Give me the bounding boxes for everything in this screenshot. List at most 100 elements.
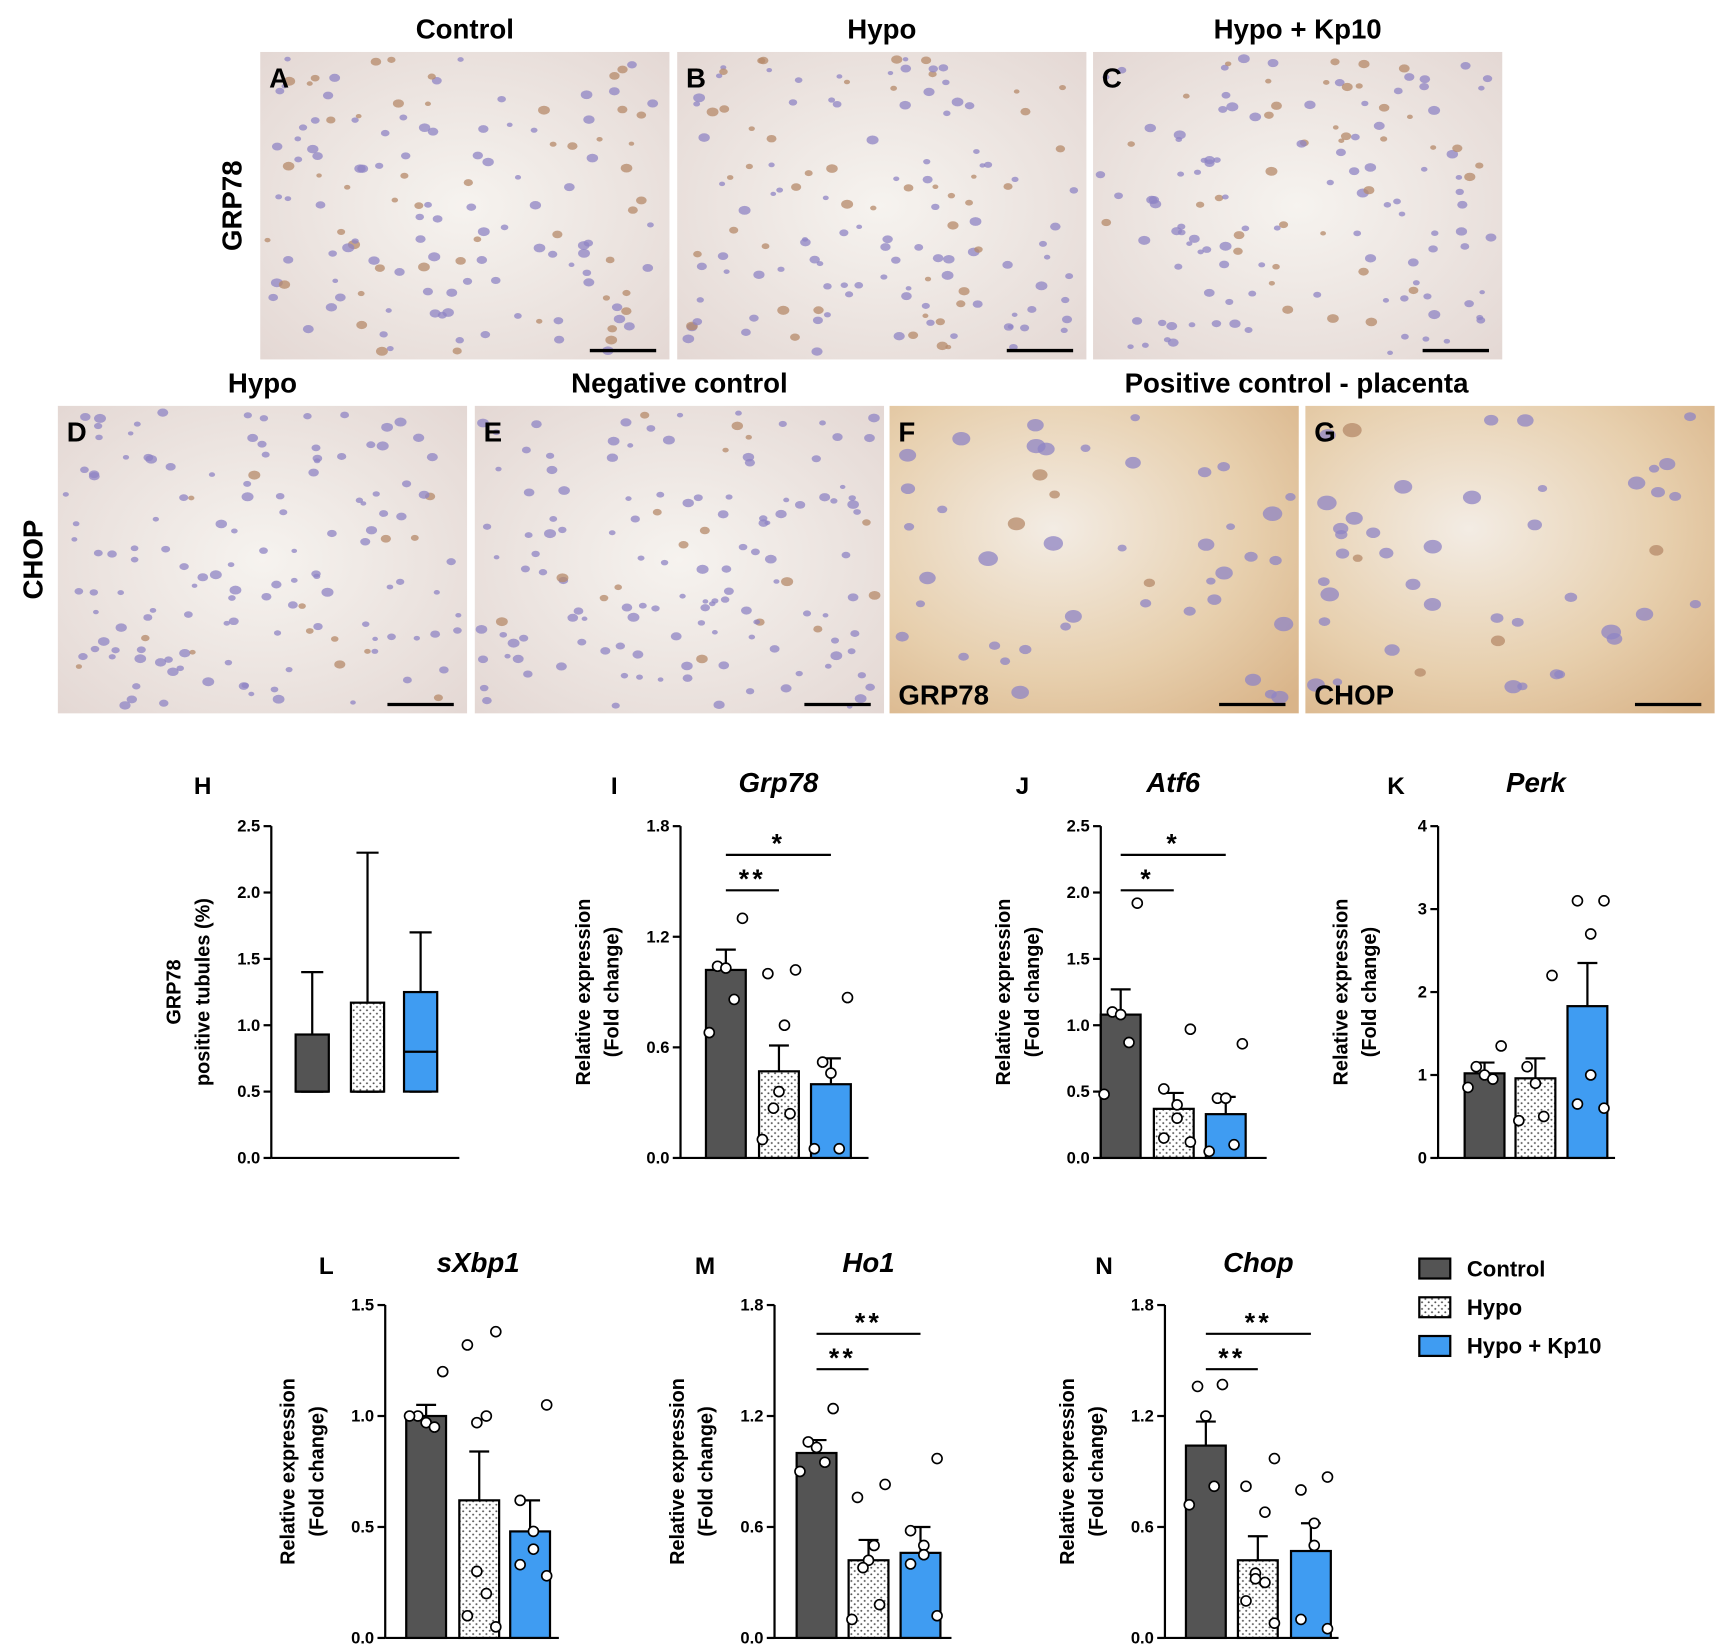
nucleus bbox=[1000, 657, 1011, 665]
nucleus bbox=[607, 325, 618, 333]
nucleus bbox=[1476, 314, 1484, 321]
panel-letter: G bbox=[1314, 416, 1336, 447]
nucleus bbox=[1460, 243, 1470, 250]
nucleus bbox=[493, 555, 500, 560]
nucleus bbox=[476, 256, 488, 264]
data-point bbox=[1240, 1595, 1252, 1607]
nucleus bbox=[462, 277, 473, 285]
nucleus bbox=[922, 175, 933, 184]
nucleus bbox=[414, 202, 424, 209]
nucleus bbox=[983, 161, 993, 168]
nucleus bbox=[640, 411, 650, 419]
nucleus bbox=[1379, 547, 1394, 559]
nucleus bbox=[165, 463, 176, 471]
nucleus bbox=[738, 205, 751, 215]
data-point bbox=[1521, 1060, 1533, 1073]
nucleus bbox=[1065, 273, 1074, 280]
nucleus bbox=[287, 601, 298, 609]
nucleus bbox=[972, 300, 983, 308]
nucleus bbox=[531, 550, 540, 558]
nucleus bbox=[1282, 305, 1294, 314]
nucleus bbox=[1182, 93, 1190, 99]
nucleus bbox=[291, 548, 298, 553]
nucleus bbox=[386, 584, 394, 590]
nucleus bbox=[1423, 597, 1442, 611]
nucleus bbox=[1443, 338, 1451, 344]
data-point bbox=[461, 1339, 474, 1351]
nucleus bbox=[531, 420, 542, 429]
bar bbox=[405, 1414, 448, 1640]
nucleus bbox=[748, 634, 756, 640]
nucleus bbox=[711, 630, 718, 635]
data-point bbox=[1184, 1023, 1197, 1036]
nucleus bbox=[1455, 175, 1463, 180]
nucleus bbox=[1268, 280, 1275, 286]
nucleus bbox=[555, 662, 567, 671]
nucleus bbox=[356, 320, 368, 330]
legend-swatch bbox=[1418, 1257, 1452, 1280]
nucleus bbox=[583, 115, 595, 124]
nucleus bbox=[921, 56, 932, 65]
nucleus bbox=[840, 282, 849, 288]
nucleus bbox=[184, 611, 193, 618]
nucleus bbox=[843, 79, 851, 85]
nucleus bbox=[1669, 491, 1682, 501]
nucleus bbox=[1393, 87, 1403, 95]
nucleus bbox=[477, 227, 490, 237]
nucleus bbox=[1319, 429, 1336, 442]
micrograph: B bbox=[677, 51, 1087, 360]
nucleus bbox=[1264, 111, 1274, 119]
nucleus bbox=[152, 516, 159, 522]
nucleus bbox=[802, 610, 812, 617]
bar bbox=[1099, 1013, 1142, 1160]
nucleus bbox=[332, 278, 339, 283]
nucleus bbox=[1003, 323, 1014, 331]
y-tick-label: 2.5 bbox=[237, 817, 260, 836]
nucleus bbox=[1422, 336, 1430, 342]
data-point bbox=[1259, 1506, 1271, 1518]
nucleus bbox=[950, 333, 958, 339]
nucleus bbox=[1430, 145, 1437, 150]
micrograph-title: Negative control bbox=[571, 368, 787, 399]
nucleus bbox=[742, 452, 755, 462]
nucleus bbox=[1285, 493, 1296, 501]
nucleus bbox=[1177, 229, 1186, 236]
y-tick-label: 0.5 bbox=[237, 1082, 260, 1101]
nucleus bbox=[778, 420, 787, 428]
nucleus bbox=[228, 595, 236, 601]
nucleus bbox=[768, 162, 775, 168]
nucleus bbox=[1428, 105, 1441, 115]
nucleus bbox=[1173, 130, 1186, 140]
data-point bbox=[1158, 1083, 1170, 1095]
data-point bbox=[762, 967, 774, 980]
nucleus bbox=[753, 270, 765, 279]
nucleus bbox=[247, 433, 259, 443]
nucleus bbox=[553, 317, 564, 325]
data-point bbox=[1228, 1138, 1240, 1151]
nucleus bbox=[1398, 211, 1406, 217]
nucleus bbox=[279, 509, 288, 516]
significance-label: * bbox=[1166, 829, 1180, 859]
nucleus bbox=[1166, 322, 1178, 331]
nucleus bbox=[361, 621, 370, 627]
significance-label: * bbox=[772, 829, 786, 859]
nucleus bbox=[974, 246, 983, 253]
nucleus bbox=[1175, 137, 1183, 143]
nucleus bbox=[777, 266, 785, 272]
nucleus bbox=[812, 316, 823, 325]
nucleus bbox=[1102, 74, 1110, 80]
nucleus bbox=[1061, 315, 1073, 324]
data-point bbox=[1171, 1112, 1183, 1124]
nucleus bbox=[646, 425, 656, 432]
nucleus bbox=[313, 623, 323, 631]
nucleus bbox=[636, 111, 647, 119]
micrograph-inset: GRP78 bbox=[898, 680, 989, 711]
nucleus bbox=[943, 110, 951, 117]
nucleus bbox=[275, 492, 285, 500]
nucleus bbox=[88, 472, 100, 481]
nucleus bbox=[379, 331, 388, 338]
nucleus bbox=[621, 307, 632, 315]
nucleus bbox=[387, 633, 396, 641]
nucleus bbox=[415, 213, 425, 221]
data-point bbox=[1487, 1073, 1499, 1085]
